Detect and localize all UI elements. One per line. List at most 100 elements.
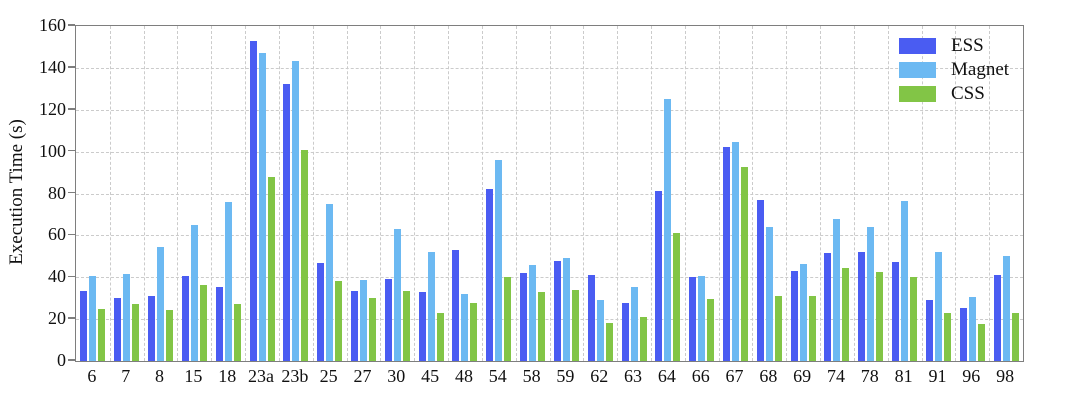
y-tick-mark — [68, 191, 75, 194]
y-tick-mark — [68, 24, 75, 26]
vertical-gridline — [278, 26, 280, 361]
bar-magnet — [833, 218, 841, 361]
bar-magnet — [359, 280, 367, 361]
bar-group — [550, 26, 584, 361]
y-tick-label: 40 — [48, 266, 66, 287]
bar-ess — [858, 252, 866, 361]
bar-ess — [959, 307, 967, 361]
bar-ess — [181, 276, 189, 361]
x-tick-label: 74 — [826, 366, 845, 386]
x-tick-label: 15 — [184, 366, 203, 386]
bar-group — [347, 26, 381, 361]
bar-ess — [824, 253, 832, 361]
bar-ess — [80, 290, 88, 361]
bar-ess — [790, 270, 798, 361]
x-tick-label: 69 — [793, 366, 812, 386]
y-tick-label: 0 — [57, 350, 66, 370]
bar-group — [888, 26, 922, 361]
x-tick-label: 98 — [996, 366, 1015, 386]
bar-group — [516, 26, 550, 361]
vertical-gridline — [549, 26, 551, 361]
y-tick-mark — [68, 317, 75, 319]
bar-magnet — [292, 60, 300, 361]
bar-css — [876, 272, 884, 361]
bar-ess — [283, 83, 291, 361]
bar-magnet — [123, 274, 131, 361]
bar-magnet — [867, 227, 875, 361]
x-tick-label: 96 — [962, 366, 981, 386]
vertical-gridline — [684, 26, 686, 361]
x-tick-label: 58 — [522, 366, 541, 386]
vertical-gridline — [989, 26, 991, 361]
bar-css — [639, 317, 647, 361]
vertical-gridline — [312, 26, 314, 361]
y-tick-mark — [68, 66, 75, 68]
bar-group — [617, 26, 651, 361]
bar-css — [571, 289, 579, 361]
bar-magnet — [799, 263, 807, 361]
x-tick-label: 81 — [894, 366, 913, 386]
bar-group — [110, 26, 144, 361]
plot-area — [75, 25, 1024, 362]
bar-magnet — [529, 264, 537, 361]
bar-magnet — [326, 203, 334, 361]
vertical-gridline — [481, 26, 483, 361]
bar-group — [448, 26, 482, 361]
bar-css — [166, 309, 174, 361]
bar-css — [943, 312, 951, 361]
vertical-gridline — [887, 26, 889, 361]
y-tick-label: 60 — [48, 224, 66, 245]
vertical-gridline — [853, 26, 855, 361]
bar-group — [279, 26, 313, 361]
bar-css — [233, 304, 241, 361]
bar-css — [741, 167, 748, 361]
x-tick-label: 23b — [281, 366, 309, 386]
bar-css — [335, 281, 343, 361]
bar-ess — [553, 260, 561, 361]
bar-ess — [215, 286, 223, 361]
bar-ess — [148, 296, 156, 361]
bar-css — [267, 176, 275, 361]
bar-ess — [452, 250, 460, 361]
bar-group — [989, 26, 1023, 361]
bar-magnet — [427, 252, 435, 361]
x-tick-label: 66 — [691, 366, 710, 386]
bar-magnet — [732, 142, 739, 361]
bar-ess — [723, 147, 730, 361]
x-tick-label: 78 — [860, 366, 879, 386]
vertical-gridline — [752, 26, 754, 361]
y-tick-mark — [68, 359, 75, 361]
x-tick-label: 7 — [121, 366, 131, 386]
y-tick-label: 20 — [48, 308, 66, 329]
bar-css — [910, 277, 918, 361]
bar-ess — [892, 261, 900, 361]
vertical-gridline — [820, 26, 822, 361]
vertical-gridline — [414, 26, 416, 361]
x-tick-label: 59 — [556, 366, 575, 386]
bar-magnet — [562, 258, 570, 361]
bar-magnet — [495, 160, 503, 361]
bar-group — [177, 26, 211, 361]
bar-magnet — [258, 53, 266, 361]
legend-item-ess: ESS — [899, 36, 1009, 55]
bar-group — [245, 26, 279, 361]
bar-css — [368, 298, 376, 361]
bar-magnet — [968, 297, 976, 361]
bar-group — [719, 26, 753, 361]
bar-group — [583, 26, 617, 361]
bar-css — [132, 304, 140, 361]
bar-magnet — [630, 286, 638, 361]
vertical-gridline — [718, 26, 720, 361]
bar-css — [707, 299, 715, 361]
vertical-gridline — [921, 26, 923, 361]
bar-ess — [486, 189, 494, 361]
bar-magnet — [224, 201, 232, 361]
bar-css — [98, 308, 106, 361]
y-tick-mark — [68, 233, 75, 236]
bar-group — [651, 26, 685, 361]
bar-group — [211, 26, 245, 361]
y-tick-label: 120 — [39, 98, 66, 119]
legend-swatch-magnet — [899, 62, 936, 78]
bar-ess — [114, 298, 122, 361]
